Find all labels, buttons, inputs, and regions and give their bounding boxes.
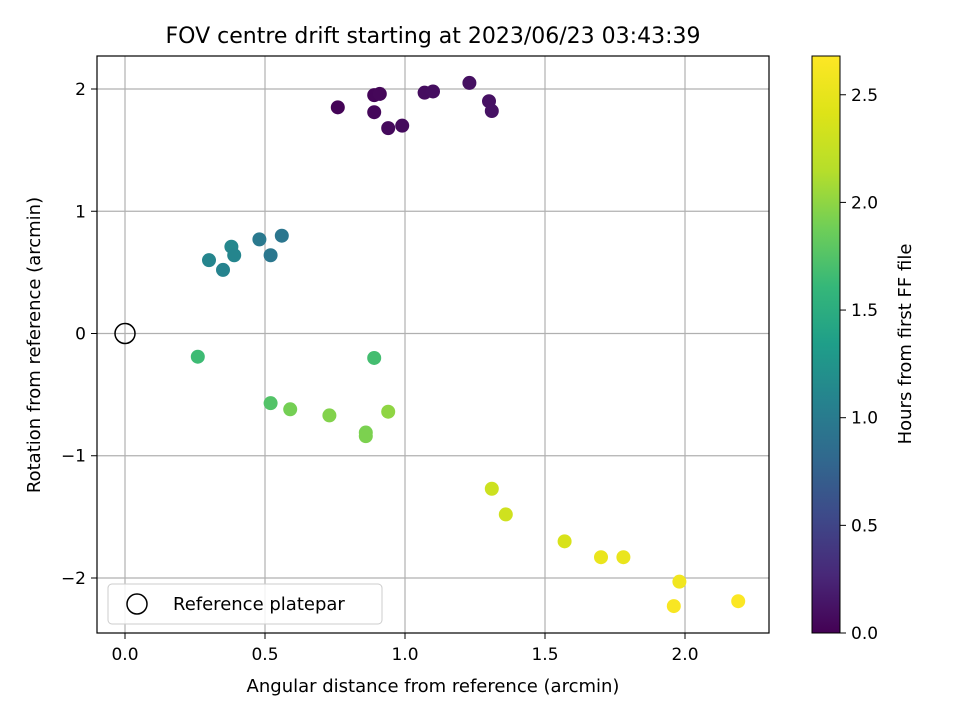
data-point [263,248,278,263]
data-point [395,118,410,133]
y-tick-label: 0 [75,324,86,344]
data-point [372,86,387,101]
data-point [190,349,205,364]
colorbar-tick-label: 1.0 [851,409,878,429]
data-point [358,429,373,444]
reference-platepar-marker [114,322,136,345]
data-point [426,84,440,99]
x-axis-label: Angular distance from reference (arcmin) [247,676,620,697]
data-point [462,75,477,90]
legend-entry-reference: Reference platepar [173,594,345,615]
data-point [498,507,513,522]
data-point [263,396,278,411]
data-point [484,481,499,496]
data-point [616,550,631,565]
x-tick-label: 1.5 [531,645,558,665]
x-tick-label: 0.0 [111,645,138,665]
legend: Reference platepar [107,583,383,625]
data-point [274,228,289,243]
colorbar [811,55,841,634]
data-point [557,534,572,549]
data-point [252,232,267,247]
data-point [666,599,681,614]
y-axis-label: Rotation from reference (arcmin) [24,197,45,493]
colorbar-ticks: 0.0 0.5 1.0 1.5 2.0 2.5 [840,86,878,644]
data-point [381,121,396,136]
data-point [672,574,687,589]
data-point [330,100,345,115]
data-point [367,350,382,365]
colorbar-tick-label: 2.5 [851,86,878,106]
plot-frame [96,55,770,634]
y-tick-label: 2 [75,80,86,100]
data-point [594,550,608,565]
y-tick-label: 1 [75,202,86,222]
x-axis-ticks: 0.0 0.5 1.0 1.5 2.0 [111,633,699,665]
data-point [283,402,298,417]
reference-marker-group [114,322,136,345]
data-points [190,75,746,614]
legend-marker-reference [126,593,148,615]
colorbar-tick-label: 0.0 [851,624,878,644]
data-point [322,408,337,423]
colorbar-tick-label: 0.5 [851,516,878,536]
data-point [216,262,230,277]
legend-box [107,583,383,625]
data-point [731,594,746,609]
x-tick-label: 1.0 [391,645,418,665]
x-tick-label: 0.5 [251,645,278,665]
colorbar-tick-label: 2.0 [851,193,878,213]
chart-title: FOV centre drift starting at 2023/06/23 … [166,24,701,49]
y-axis-ticks: −2 −1 0 1 2 [61,80,97,589]
x-tick-label: 2.0 [671,645,698,665]
y-tick-label: −2 [61,569,86,589]
data-point [381,404,396,419]
y-tick-label: −1 [61,447,86,467]
data-point [227,248,242,263]
data-point [484,104,499,119]
colorbar-tick-label: 1.5 [851,301,878,321]
data-point [367,105,382,120]
data-point [202,253,216,268]
colorbar-label: Hours from first FF file [895,244,916,445]
